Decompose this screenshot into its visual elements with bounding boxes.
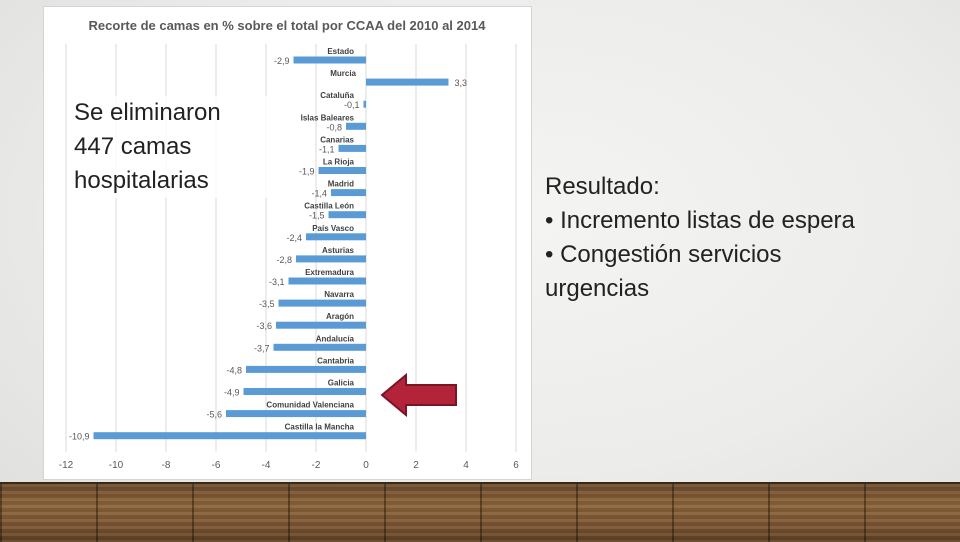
x-tick-label: -12	[59, 460, 74, 471]
category-label: Murcia	[330, 69, 356, 78]
bar	[318, 167, 366, 174]
chart-title: Recorte de camas en % sobre el total por…	[89, 18, 487, 33]
bar	[331, 189, 366, 197]
x-tick-label: 2	[413, 460, 419, 471]
bar	[296, 255, 366, 263]
result-heading: Resultado:	[545, 173, 660, 200]
category-label: Islas Baleares	[301, 113, 355, 122]
category-label: Estado	[327, 47, 354, 56]
bar	[278, 299, 366, 307]
data-label: -10,9	[69, 432, 90, 442]
x-tick-label: -10	[109, 460, 124, 471]
x-tick-label: 4	[463, 460, 469, 471]
category-label: Canarias	[320, 135, 354, 144]
category-label: Asturias	[322, 246, 355, 255]
bar	[346, 122, 366, 130]
category-label: Aragón	[326, 312, 354, 321]
category-label: Extremadura	[305, 268, 354, 277]
x-tick-label: -6	[212, 460, 221, 471]
left-note-line-1: Se eliminaron	[74, 99, 221, 126]
chart-svg: Recorte de camas en % sobre el total por…	[59, 18, 519, 471]
data-label: -4,9	[224, 388, 240, 398]
data-label: -3,1	[269, 277, 285, 287]
x-tick-label: -4	[262, 460, 271, 471]
result-item-emergency: • Congestión servicios	[545, 241, 782, 268]
data-label: -3,5	[259, 299, 275, 309]
data-label: -3,7	[254, 343, 270, 353]
left-arrow-icon	[380, 373, 457, 417]
x-tick-label: 0	[363, 460, 369, 471]
bar	[366, 78, 449, 86]
category-label: Comunidad Valenciana	[266, 401, 354, 410]
bar	[306, 233, 366, 241]
category-label: Andalucía	[316, 334, 355, 343]
bar	[338, 144, 366, 152]
data-label: -2,8	[276, 255, 292, 265]
x-tick-label: -8	[162, 460, 171, 471]
data-label: -0,1	[344, 100, 360, 110]
data-label: -5,6	[206, 410, 222, 420]
data-label: -2,4	[286, 233, 302, 243]
category-label: La Rioja	[323, 158, 355, 167]
category-label: Cantabria	[317, 356, 354, 365]
category-label: Castilla la Mancha	[285, 423, 355, 432]
bar	[243, 388, 366, 395]
result-note: Resultado: • Incremento listas de espera…	[545, 170, 945, 306]
data-label: -1,9	[299, 167, 315, 177]
bar	[273, 343, 366, 351]
data-label: -1,1	[319, 144, 335, 154]
x-tick-label: -2	[312, 460, 321, 471]
category-label: Madrid	[328, 180, 354, 189]
bar	[246, 365, 366, 373]
category-label: Cataluña	[320, 91, 354, 100]
bar	[93, 432, 366, 440]
x-tick-label: 6	[513, 460, 519, 471]
left-note-line-2: 447 camas	[74, 133, 192, 160]
result-item-waiting-lists: • Incremento listas de espera	[545, 207, 855, 234]
bar	[328, 211, 366, 219]
category-label: País Vasco	[312, 224, 354, 233]
bar	[226, 410, 366, 418]
data-label: -1,4	[311, 189, 327, 199]
bar	[276, 321, 366, 329]
bar	[288, 277, 366, 285]
data-label: -4,8	[226, 365, 242, 375]
left-note-line-3: hospitalarias	[74, 167, 209, 194]
bar	[293, 56, 366, 64]
result-item-emergency-cont: urgencias	[545, 275, 650, 302]
bar	[363, 100, 366, 108]
category-label: Galicia	[328, 379, 355, 388]
left-note: Se eliminaron 447 camas hospitalarias	[74, 96, 274, 198]
category-label: Castilla León	[304, 202, 354, 211]
bar-chart: Recorte de camas en % sobre el total por…	[43, 6, 532, 480]
category-label: Navarra	[324, 290, 354, 299]
data-label: -1,5	[309, 211, 325, 221]
data-label: 3,3	[455, 78, 468, 88]
arrow-shape	[380, 373, 457, 417]
data-label: -0,8	[326, 122, 342, 132]
data-label: -2,9	[274, 56, 290, 66]
wooden-floor-background	[0, 482, 960, 542]
data-label: -3,6	[256, 321, 272, 331]
